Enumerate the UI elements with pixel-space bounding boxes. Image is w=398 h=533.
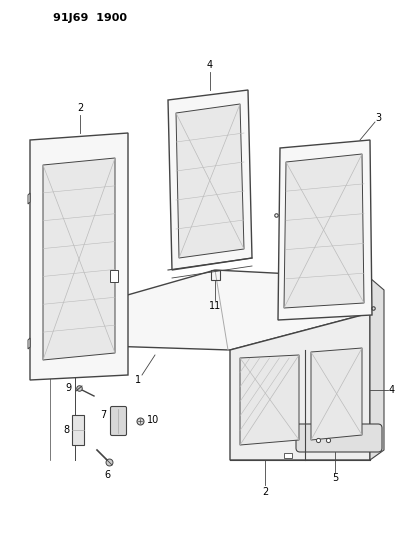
Text: 5: 5 bbox=[332, 473, 338, 483]
Polygon shape bbox=[43, 158, 115, 360]
Polygon shape bbox=[30, 133, 128, 380]
Text: 4: 4 bbox=[389, 385, 395, 395]
Text: 6: 6 bbox=[104, 470, 110, 480]
Bar bbox=[110, 270, 118, 282]
Text: 4: 4 bbox=[207, 60, 213, 70]
Polygon shape bbox=[240, 355, 299, 445]
Text: 7: 7 bbox=[100, 410, 106, 420]
Text: 8: 8 bbox=[63, 425, 69, 435]
Text: 91J69  1900: 91J69 1900 bbox=[53, 13, 127, 23]
Polygon shape bbox=[284, 154, 364, 308]
Polygon shape bbox=[278, 140, 372, 320]
Text: 2: 2 bbox=[77, 103, 83, 113]
Polygon shape bbox=[370, 278, 384, 460]
Text: 2: 2 bbox=[262, 487, 268, 497]
Polygon shape bbox=[311, 348, 362, 440]
Text: 1: 1 bbox=[135, 375, 141, 385]
Polygon shape bbox=[168, 90, 252, 270]
Polygon shape bbox=[28, 193, 30, 204]
Polygon shape bbox=[28, 338, 30, 349]
Polygon shape bbox=[176, 104, 244, 258]
FancyBboxPatch shape bbox=[296, 424, 382, 452]
Text: 9: 9 bbox=[65, 383, 71, 393]
Text: 11: 11 bbox=[209, 301, 221, 311]
Text: 10: 10 bbox=[147, 415, 159, 425]
Polygon shape bbox=[72, 415, 84, 445]
Bar bbox=[284, 453, 292, 458]
Polygon shape bbox=[75, 270, 370, 350]
Polygon shape bbox=[50, 308, 75, 345]
FancyBboxPatch shape bbox=[111, 407, 127, 435]
Polygon shape bbox=[230, 313, 370, 460]
Bar bbox=[211, 270, 220, 280]
Text: 3: 3 bbox=[375, 113, 381, 123]
